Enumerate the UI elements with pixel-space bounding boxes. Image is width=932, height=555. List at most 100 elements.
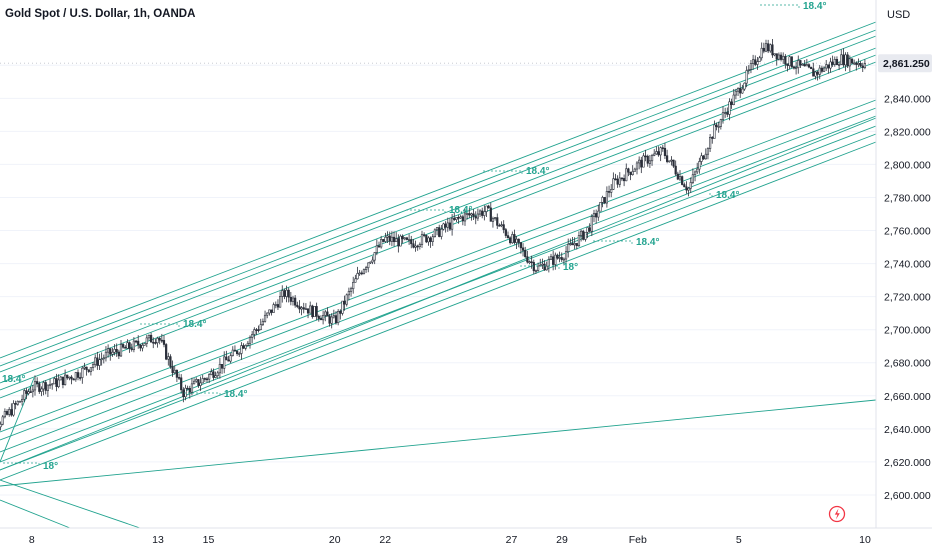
candle-body <box>603 197 606 204</box>
candle-body <box>448 222 452 230</box>
candle-body <box>803 64 806 67</box>
candle-body <box>119 344 123 357</box>
trend-line[interactable] <box>0 54 877 391</box>
candle-body <box>610 189 613 193</box>
candle-body <box>833 59 836 65</box>
time-axis[interactable]: 8 13 15 20 22 27 29 Feb 5 10 <box>29 534 871 546</box>
candle-body <box>94 357 97 365</box>
candle-body <box>442 223 445 230</box>
candle-body <box>659 147 662 156</box>
candle-body <box>453 217 456 220</box>
candle-body <box>375 245 378 253</box>
candle-body <box>238 353 241 355</box>
price-tick-label: 2,640.000 <box>884 424 931 436</box>
candle-body <box>117 351 120 357</box>
price-axis[interactable]: 2,600.000 2,620.000 2,640.000 2,660.000 2,68… <box>884 60 931 502</box>
trend-line[interactable] <box>0 117 877 471</box>
candle-body <box>240 345 243 354</box>
candle-body <box>739 88 742 94</box>
candle-body <box>558 257 561 259</box>
candle-body <box>825 64 828 69</box>
angle-guide <box>180 392 221 396</box>
candle-body <box>549 256 553 260</box>
candle-body <box>291 297 295 302</box>
candle-body <box>169 356 172 367</box>
candle-body <box>18 400 22 403</box>
candle-body <box>629 171 632 175</box>
candle-body <box>855 62 858 65</box>
candle-body <box>313 306 316 318</box>
trend-line[interactable] <box>0 133 877 471</box>
trend-line[interactable] <box>0 21 877 359</box>
candle-body <box>655 151 658 155</box>
candle-body <box>55 378 58 387</box>
candle-body <box>134 340 138 343</box>
candle-body <box>102 357 105 360</box>
candle-body <box>403 237 406 240</box>
time-tick-label: 13 <box>152 534 164 546</box>
candle-body <box>631 171 634 175</box>
candle-body <box>66 374 69 379</box>
candle-body <box>775 53 778 60</box>
angle-label: 18.4° <box>2 374 25 385</box>
candle-body <box>339 311 342 314</box>
trend-line[interactable] <box>0 479 141 529</box>
candle-body <box>698 161 701 170</box>
candle-body <box>663 147 667 156</box>
candle-body <box>302 307 305 310</box>
lightning-alert-icon[interactable] <box>828 505 846 523</box>
candle-body <box>371 259 374 263</box>
candle-body <box>521 247 525 251</box>
candle-body <box>167 356 170 360</box>
candle-body <box>177 377 181 379</box>
candle-body <box>569 243 572 245</box>
trend-line[interactable] <box>0 499 71 529</box>
candle-body <box>700 155 703 162</box>
candle-body <box>592 213 596 217</box>
candle-body <box>373 252 376 261</box>
candle-body <box>122 344 125 348</box>
candle-body <box>38 383 41 392</box>
candle-body <box>517 238 520 243</box>
candle-body <box>474 216 477 219</box>
trend-line[interactable] <box>0 29 877 367</box>
trend-line[interactable] <box>0 35 877 373</box>
candle-body <box>777 54 780 60</box>
candle-body <box>524 250 527 257</box>
candle-body <box>429 237 432 242</box>
candle-body <box>844 54 847 66</box>
trend-line[interactable] <box>0 107 877 441</box>
candle-body <box>536 265 540 271</box>
candle-body <box>193 380 196 385</box>
trend-line[interactable] <box>0 115 877 453</box>
candle-body <box>840 54 843 65</box>
trend-line[interactable] <box>0 99 877 433</box>
candle-body <box>586 227 589 233</box>
candle-body <box>175 369 179 378</box>
candle-body <box>509 237 512 244</box>
candle-body <box>734 90 737 96</box>
currency-label[interactable]: USD <box>887 9 910 21</box>
candle-body <box>519 242 522 249</box>
candle-body <box>771 44 774 56</box>
trend-line[interactable] <box>0 141 877 481</box>
candle-body <box>625 168 628 182</box>
candle-body <box>281 290 284 297</box>
candle-body <box>109 348 112 355</box>
candle-body <box>567 243 570 252</box>
candle-body <box>91 364 95 368</box>
candle-body <box>687 187 690 191</box>
trendline-layer[interactable] <box>0 21 877 529</box>
time-tick-label: Feb <box>629 534 647 546</box>
candle-body <box>444 223 447 228</box>
candle-body <box>506 235 510 239</box>
candle-body <box>489 207 492 222</box>
candle-body <box>48 384 52 386</box>
candle-body <box>5 411 9 415</box>
trend-line[interactable] <box>0 399 877 487</box>
candle-body <box>595 213 598 218</box>
candle-body <box>113 348 116 353</box>
symbol-title[interactable]: Gold Spot / U.S. Dollar, 1h, OANDA <box>5 8 195 20</box>
